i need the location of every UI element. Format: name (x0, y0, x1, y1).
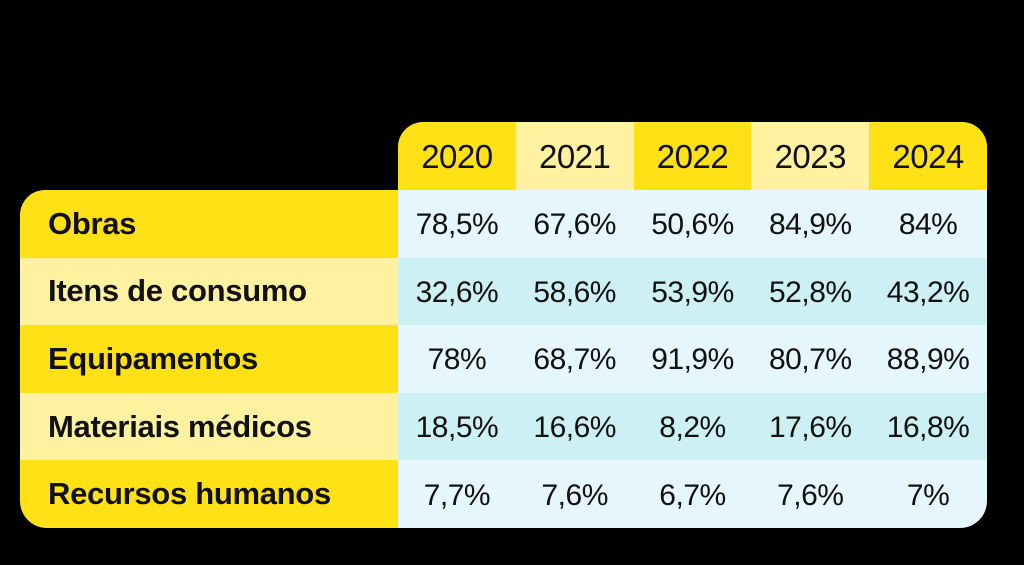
row-label-itens-de-consumo: Itens de consumo (20, 257, 398, 326)
table-cell: 16,8% (869, 392, 987, 461)
table-cell: 43,2% (869, 257, 987, 326)
table-cell: 91,9% (633, 325, 752, 393)
table-cell: 6,7% (633, 460, 752, 528)
table-cell: 53,9% (633, 257, 752, 326)
table-cell: 78% (398, 325, 516, 393)
column-header-2020: 2020 (398, 122, 516, 190)
table-cell: 78,5% (398, 190, 516, 258)
table-cell: 32,6% (398, 257, 516, 326)
table-cell: 17,6% (751, 392, 870, 461)
column-header-2024: 2024 (869, 122, 987, 190)
table-cell: 58,6% (515, 257, 634, 326)
table-cell: 7,6% (515, 460, 634, 528)
row-label-obras: Obras (20, 190, 398, 258)
table-cell: 8,2% (633, 392, 752, 461)
row-label-recursos-humanos: Recursos humanos (20, 460, 398, 528)
corner-spacer (20, 122, 398, 190)
column-header-2023: 2023 (751, 122, 870, 190)
table-cell: 52,8% (751, 257, 870, 326)
table-cell: 18,5% (398, 392, 516, 461)
table-cell: 16,6% (515, 392, 634, 461)
table-cell: 88,9% (869, 325, 987, 393)
table-cell: 80,7% (751, 325, 870, 393)
table-cell: 84,9% (751, 190, 870, 258)
row-label-materiais-medicos: Materiais médicos (20, 392, 398, 461)
percentage-table: 2020 2021 2022 2023 2024 Obras 78,5% 67,… (20, 122, 987, 528)
table-cell: 7,7% (398, 460, 516, 528)
table-cell: 84% (869, 190, 987, 258)
table-cell: 50,6% (633, 190, 752, 258)
column-header-2022: 2022 (633, 122, 752, 190)
table-cell: 7,6% (751, 460, 870, 528)
row-label-equipamentos: Equipamentos (20, 325, 398, 393)
table-cell: 7% (869, 460, 987, 528)
table-cell: 68,7% (515, 325, 634, 393)
column-header-2021: 2021 (515, 122, 634, 190)
table-cell: 67,6% (515, 190, 634, 258)
